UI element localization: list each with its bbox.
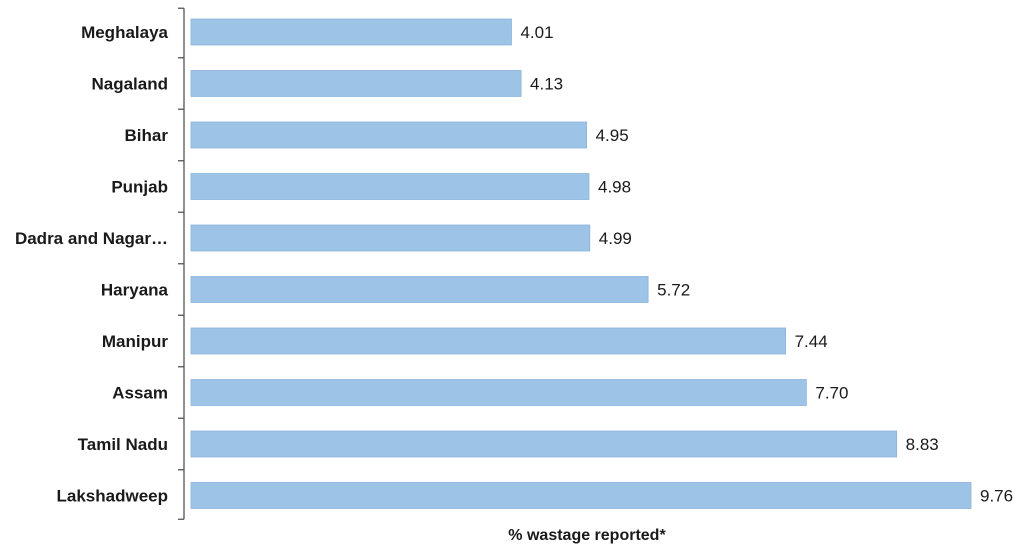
category-label: Punjab [111,178,168,197]
category-label: Manipur [102,332,168,351]
bar [190,327,786,355]
bars [190,18,972,509]
value-label: 7.44 [795,332,828,351]
category-label: Lakshadweep [57,487,169,506]
bar [190,121,587,149]
bar [190,276,649,303]
bar [190,173,590,200]
bar [190,379,807,406]
bar [190,18,512,46]
category-label: Tamil Nadu [78,435,168,454]
value-label: 4.01 [520,23,553,42]
value-label: 7.70 [815,384,848,403]
value-label: 9.76 [980,487,1013,506]
value-labels: 4.01 4.13 4.95 4.98 4.99 5.72 7.44 7.70 8.83 9.76 [520,23,1013,506]
category-axis [178,7,185,520]
value-label: 4.95 [596,126,629,145]
category-label: Haryana [101,281,169,300]
category-label: Nagaland [91,75,168,94]
category-label: Bihar [125,126,169,145]
x-axis-title: % wastage reported* [508,527,666,544]
bar [190,70,522,97]
bar [190,430,898,458]
value-label: 8.83 [906,435,939,454]
value-label: 4.13 [530,75,563,94]
value-label: 5.72 [657,281,690,300]
value-label: 4.98 [598,178,631,197]
category-label: Assam [112,384,168,403]
category-labels: Meghalaya Nagaland Bihar Punjab Dadra and Na… [15,23,169,506]
bar [190,482,972,509]
category-label: Dadra and Nagar… [15,229,168,248]
bar [190,224,591,252]
value-label: 4.99 [599,229,632,248]
category-label: Meghalaya [81,23,168,42]
